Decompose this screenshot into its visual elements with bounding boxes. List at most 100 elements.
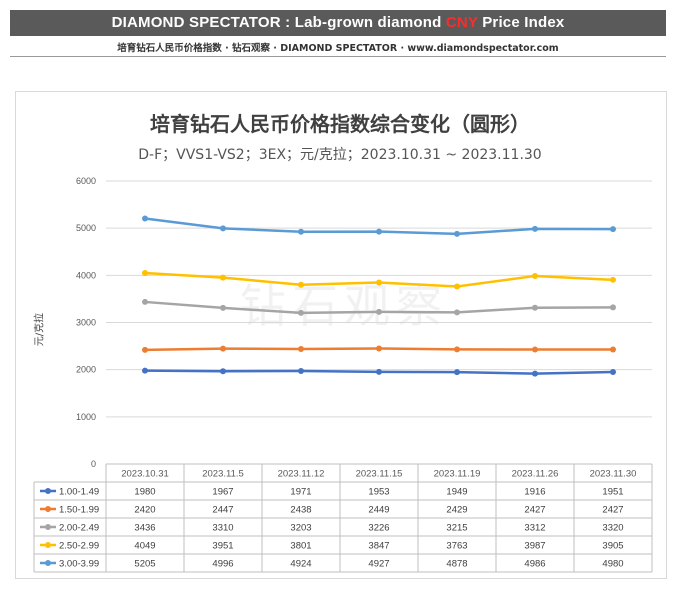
x-tick-label: 2023.11.12 [278, 469, 325, 480]
data-table-value: 1971 [290, 487, 311, 498]
data-table-value: 3312 [524, 523, 545, 534]
data-table-value: 1967 [212, 487, 233, 498]
data-point [610, 346, 616, 353]
y-tick-label: 0 [91, 459, 96, 469]
data-point [376, 345, 382, 352]
y-tick-label: 5000 [76, 223, 96, 233]
data-point [298, 368, 304, 375]
data-point [298, 346, 304, 353]
data-point [610, 368, 616, 375]
data-point [376, 228, 382, 235]
legend-key-marker [45, 524, 51, 530]
y-tick-label: 3000 [76, 318, 96, 328]
banner-cny: CNY [445, 14, 478, 31]
banner-prefix: DIAMOND SPECTATOR : Lab-grown diamond [111, 14, 446, 31]
data-point [376, 279, 382, 286]
x-tick-label: 2023.11.26 [512, 469, 559, 480]
legend-label: 1.00-1.49 [59, 487, 99, 498]
data-table-value: 3987 [524, 541, 545, 552]
legend-label: 3.00-3.99 [59, 559, 99, 570]
data-table-value: 1953 [368, 487, 389, 498]
x-tick-label: 2023.11.15 [356, 469, 403, 480]
data-point [532, 370, 538, 377]
y-tick-label: 4000 [76, 270, 96, 280]
y-tick-label: 1000 [76, 412, 96, 422]
data-point [532, 225, 538, 232]
data-point [220, 274, 226, 281]
data-table-value: 1951 [602, 487, 623, 498]
data-table-value: 4980 [602, 559, 623, 570]
data-table-value: 2427 [524, 505, 545, 516]
x-tick-label: 2023.11.19 [434, 469, 481, 480]
data-point [610, 304, 616, 311]
x-tick-label: 2023.11.30 [590, 469, 637, 480]
data-table-value: 4996 [212, 559, 233, 570]
legend-key-marker [45, 560, 51, 566]
data-point [532, 346, 538, 353]
header-banner: DIAMOND SPECTATOR : Lab-grown diamond CN… [10, 10, 666, 36]
data-table-value: 4924 [290, 559, 311, 570]
data-point [298, 228, 304, 235]
header-divider [10, 56, 666, 57]
data-point [142, 270, 148, 277]
data-table-value: 2420 [134, 505, 155, 516]
data-table-value: 4049 [134, 541, 155, 552]
x-tick-label: 2023.11.5 [202, 469, 244, 480]
data-point [142, 298, 148, 305]
data-table-value: 3310 [212, 523, 233, 534]
data-point [454, 283, 460, 290]
data-point [376, 368, 382, 375]
legend-label: 2.50-2.99 [59, 541, 99, 552]
chart-title: 培育钻石人民币价格指数综合变化（圆形） [150, 112, 530, 136]
legend-label: 1.50-1.99 [59, 505, 99, 516]
data-table-value: 2447 [212, 505, 233, 516]
chart-panel [15, 91, 667, 579]
data-point [454, 230, 460, 237]
chart-subtitle: D-F；VVS1-VS2；3EX；元/克拉；2023.10.31 ~ 2023.… [138, 147, 542, 163]
data-table-value: 4986 [524, 559, 545, 570]
data-table-value: 5205 [134, 559, 155, 570]
data-point [610, 276, 616, 283]
banner-suffix: Price Index [477, 14, 565, 31]
data-table-value: 1916 [524, 487, 545, 498]
data-table-value: 3215 [446, 523, 467, 534]
sub-banner: 培育钻石人民币价格指数 · 钻石观察 · DIAMOND SPECTATOR ·… [117, 43, 559, 54]
data-point [220, 304, 226, 311]
data-table-value: 2429 [446, 505, 467, 516]
data-point [376, 308, 382, 315]
data-point [454, 346, 460, 353]
data-table-value: 1980 [134, 487, 155, 498]
legend-key-marker [45, 542, 51, 548]
data-table-value: 4927 [368, 559, 389, 570]
data-table-value: 3801 [290, 541, 311, 552]
data-point [142, 346, 148, 353]
watermark: 钻石观察 [240, 279, 448, 333]
data-table-value: 3847 [368, 541, 389, 552]
y-tick-label: 2000 [76, 365, 96, 375]
data-point [220, 368, 226, 375]
data-table-value: 3763 [446, 541, 467, 552]
data-table-value: 3905 [602, 541, 623, 552]
data-table-value: 3951 [212, 541, 233, 552]
legend-key-marker [45, 506, 51, 512]
data-point [454, 309, 460, 316]
data-point [142, 367, 148, 374]
data-point [298, 309, 304, 316]
x-tick-label: 2023.10.31 [121, 469, 169, 480]
data-point [454, 369, 460, 376]
data-table-value: 1949 [446, 487, 467, 498]
data-point [220, 345, 226, 352]
data-table-value: 3320 [602, 523, 623, 534]
data-point [220, 225, 226, 232]
data-table-value: 2427 [602, 505, 623, 516]
data-point [610, 226, 616, 233]
data-table-value: 2438 [290, 505, 311, 516]
data-table-value: 2449 [368, 505, 389, 516]
data-table-value: 3436 [134, 523, 155, 534]
legend-key-marker [45, 488, 51, 494]
y-tick-label: 6000 [76, 176, 96, 186]
data-table-value: 3226 [368, 523, 389, 534]
data-point [142, 215, 148, 222]
legend-label: 2.00-2.49 [59, 523, 99, 534]
